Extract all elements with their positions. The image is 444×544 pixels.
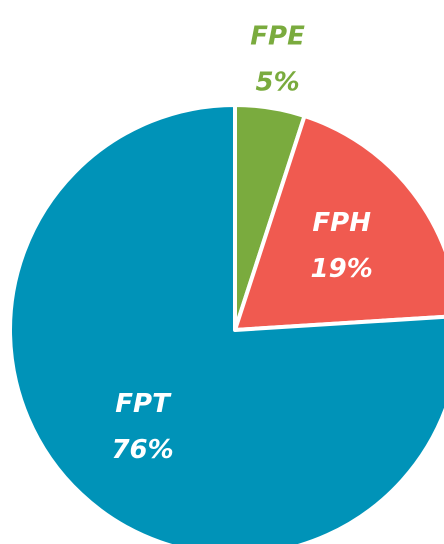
slice-value-label: 5% bbox=[256, 68, 300, 98]
slice-label: FPT bbox=[115, 389, 172, 419]
slice-label: FPE bbox=[250, 22, 305, 52]
slice-value-label: 76% bbox=[111, 435, 173, 465]
slice-value-label: 19% bbox=[311, 254, 373, 284]
pie-slice bbox=[8, 103, 444, 544]
slice-label: FPH bbox=[312, 208, 371, 238]
pie-slice bbox=[233, 114, 444, 332]
